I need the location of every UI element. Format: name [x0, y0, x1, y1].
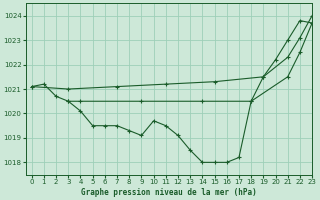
X-axis label: Graphe pression niveau de la mer (hPa): Graphe pression niveau de la mer (hPa) — [81, 188, 257, 197]
